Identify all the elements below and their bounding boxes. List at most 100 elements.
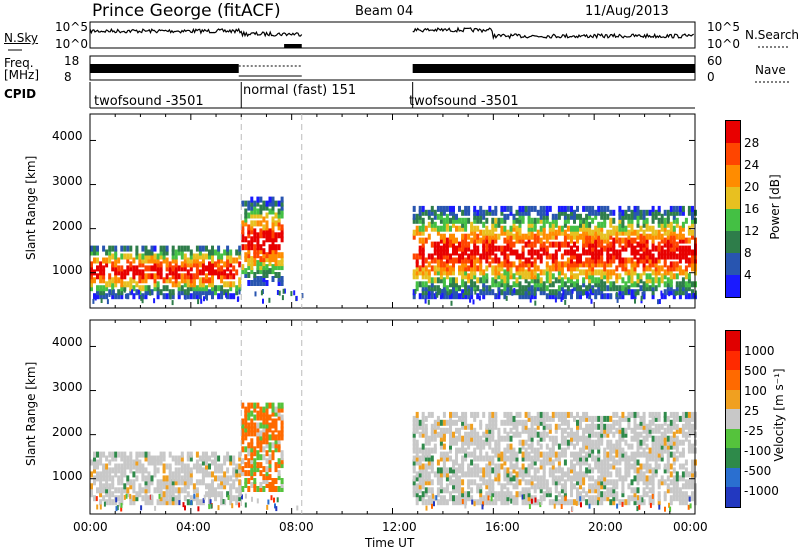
power-cell	[132, 273, 136, 280]
power-cell	[639, 273, 643, 280]
velocity-cell	[217, 463, 221, 470]
power-cell	[461, 261, 465, 268]
power-cell	[192, 285, 196, 292]
power-cell	[609, 241, 613, 248]
power-cell	[530, 217, 534, 224]
velocity-cell	[506, 455, 510, 462]
vcb-band-4	[726, 409, 740, 429]
power-cell	[503, 205, 507, 212]
power-cell	[597, 277, 601, 284]
power-cell	[280, 200, 284, 207]
power-cell	[576, 237, 579, 244]
power-cell	[509, 229, 513, 236]
velocity-cell	[256, 454, 260, 461]
velocity-cell	[615, 491, 619, 498]
power-cell	[672, 265, 676, 272]
velocity-cell	[639, 431, 643, 438]
power-cell	[570, 225, 573, 232]
velocity-cell	[600, 463, 604, 470]
velocity-cell	[557, 443, 561, 450]
velocity-cell	[479, 447, 483, 454]
velocity-cell	[442, 451, 446, 458]
velocity-cell	[491, 423, 495, 430]
velocity-cell	[494, 499, 498, 506]
power-cell	[244, 200, 248, 207]
velocity-cell	[439, 487, 443, 494]
velocity-cell	[603, 431, 607, 438]
power-cell	[675, 209, 679, 216]
power-cell	[208, 289, 211, 296]
velocity-cell	[651, 435, 655, 442]
velocity-cell	[424, 479, 428, 486]
power-cell	[126, 281, 130, 288]
power-cell	[627, 213, 631, 220]
power-cell	[235, 257, 239, 264]
velocity-cell	[509, 459, 513, 466]
power-cell	[545, 213, 549, 220]
velocity-cell	[579, 471, 582, 478]
velocity-cell	[205, 471, 208, 478]
power-cell	[609, 209, 613, 216]
power-cell	[189, 253, 193, 260]
power-cell	[503, 229, 507, 236]
velocity-cell	[654, 455, 658, 462]
velocity-cell	[503, 459, 507, 466]
velocity-cell	[445, 455, 449, 462]
power-cell	[467, 277, 471, 284]
power-cell	[500, 249, 504, 256]
velocity-cell	[606, 479, 610, 486]
velocity-cell	[488, 483, 492, 490]
power-cell	[247, 204, 251, 211]
power-cell	[274, 252, 278, 259]
velocity-cell	[591, 419, 595, 426]
velocity-cell	[120, 471, 124, 478]
velocity-cell	[235, 471, 239, 478]
power-cell	[594, 237, 598, 244]
power-cell	[485, 209, 489, 216]
velocity-cell	[588, 467, 592, 474]
power-ground-cell	[634, 291, 637, 297]
power-cell	[666, 265, 670, 272]
velocity-cell	[93, 455, 96, 462]
power-cell	[618, 261, 622, 268]
velocity-cell	[657, 423, 661, 430]
power-cell	[588, 241, 592, 248]
velocity-cell	[606, 495, 610, 502]
velocity-cell	[657, 463, 661, 470]
power-cell	[436, 277, 440, 284]
velocity-cell	[663, 447, 667, 454]
velocity-cell	[180, 479, 184, 486]
power-cell	[268, 268, 272, 275]
power-ground-cell	[290, 291, 293, 297]
power-cell	[603, 233, 607, 240]
velocity-cell	[412, 435, 416, 442]
power-cell	[421, 249, 425, 256]
velocity-cell	[500, 435, 504, 442]
velocity-cell	[132, 459, 136, 466]
power-cell	[482, 285, 486, 292]
velocity-cell	[645, 463, 649, 470]
velocity-cell	[436, 499, 440, 506]
power-cell	[464, 261, 468, 268]
power-cell	[594, 257, 598, 264]
power-cell	[582, 233, 586, 240]
velocity-cell	[439, 431, 443, 438]
velocity-cell	[162, 479, 166, 486]
power-cell	[208, 277, 211, 284]
power-cell	[195, 261, 199, 268]
power-cell	[518, 269, 522, 276]
power-cell	[256, 280, 260, 286]
velocity-cell	[691, 471, 694, 478]
power-cell	[108, 253, 112, 260]
power-cell	[612, 237, 616, 244]
velocity-cell	[439, 495, 443, 502]
power-cell	[138, 273, 142, 280]
power-cell	[533, 217, 537, 224]
power-cell	[445, 253, 449, 260]
velocity-ground-cell	[267, 499, 270, 505]
velocity-cell	[265, 418, 269, 425]
power-cell	[588, 213, 592, 220]
power-cell	[449, 293, 452, 300]
power-cell	[192, 289, 196, 296]
velocity-tick-m100: -100	[744, 444, 772, 458]
